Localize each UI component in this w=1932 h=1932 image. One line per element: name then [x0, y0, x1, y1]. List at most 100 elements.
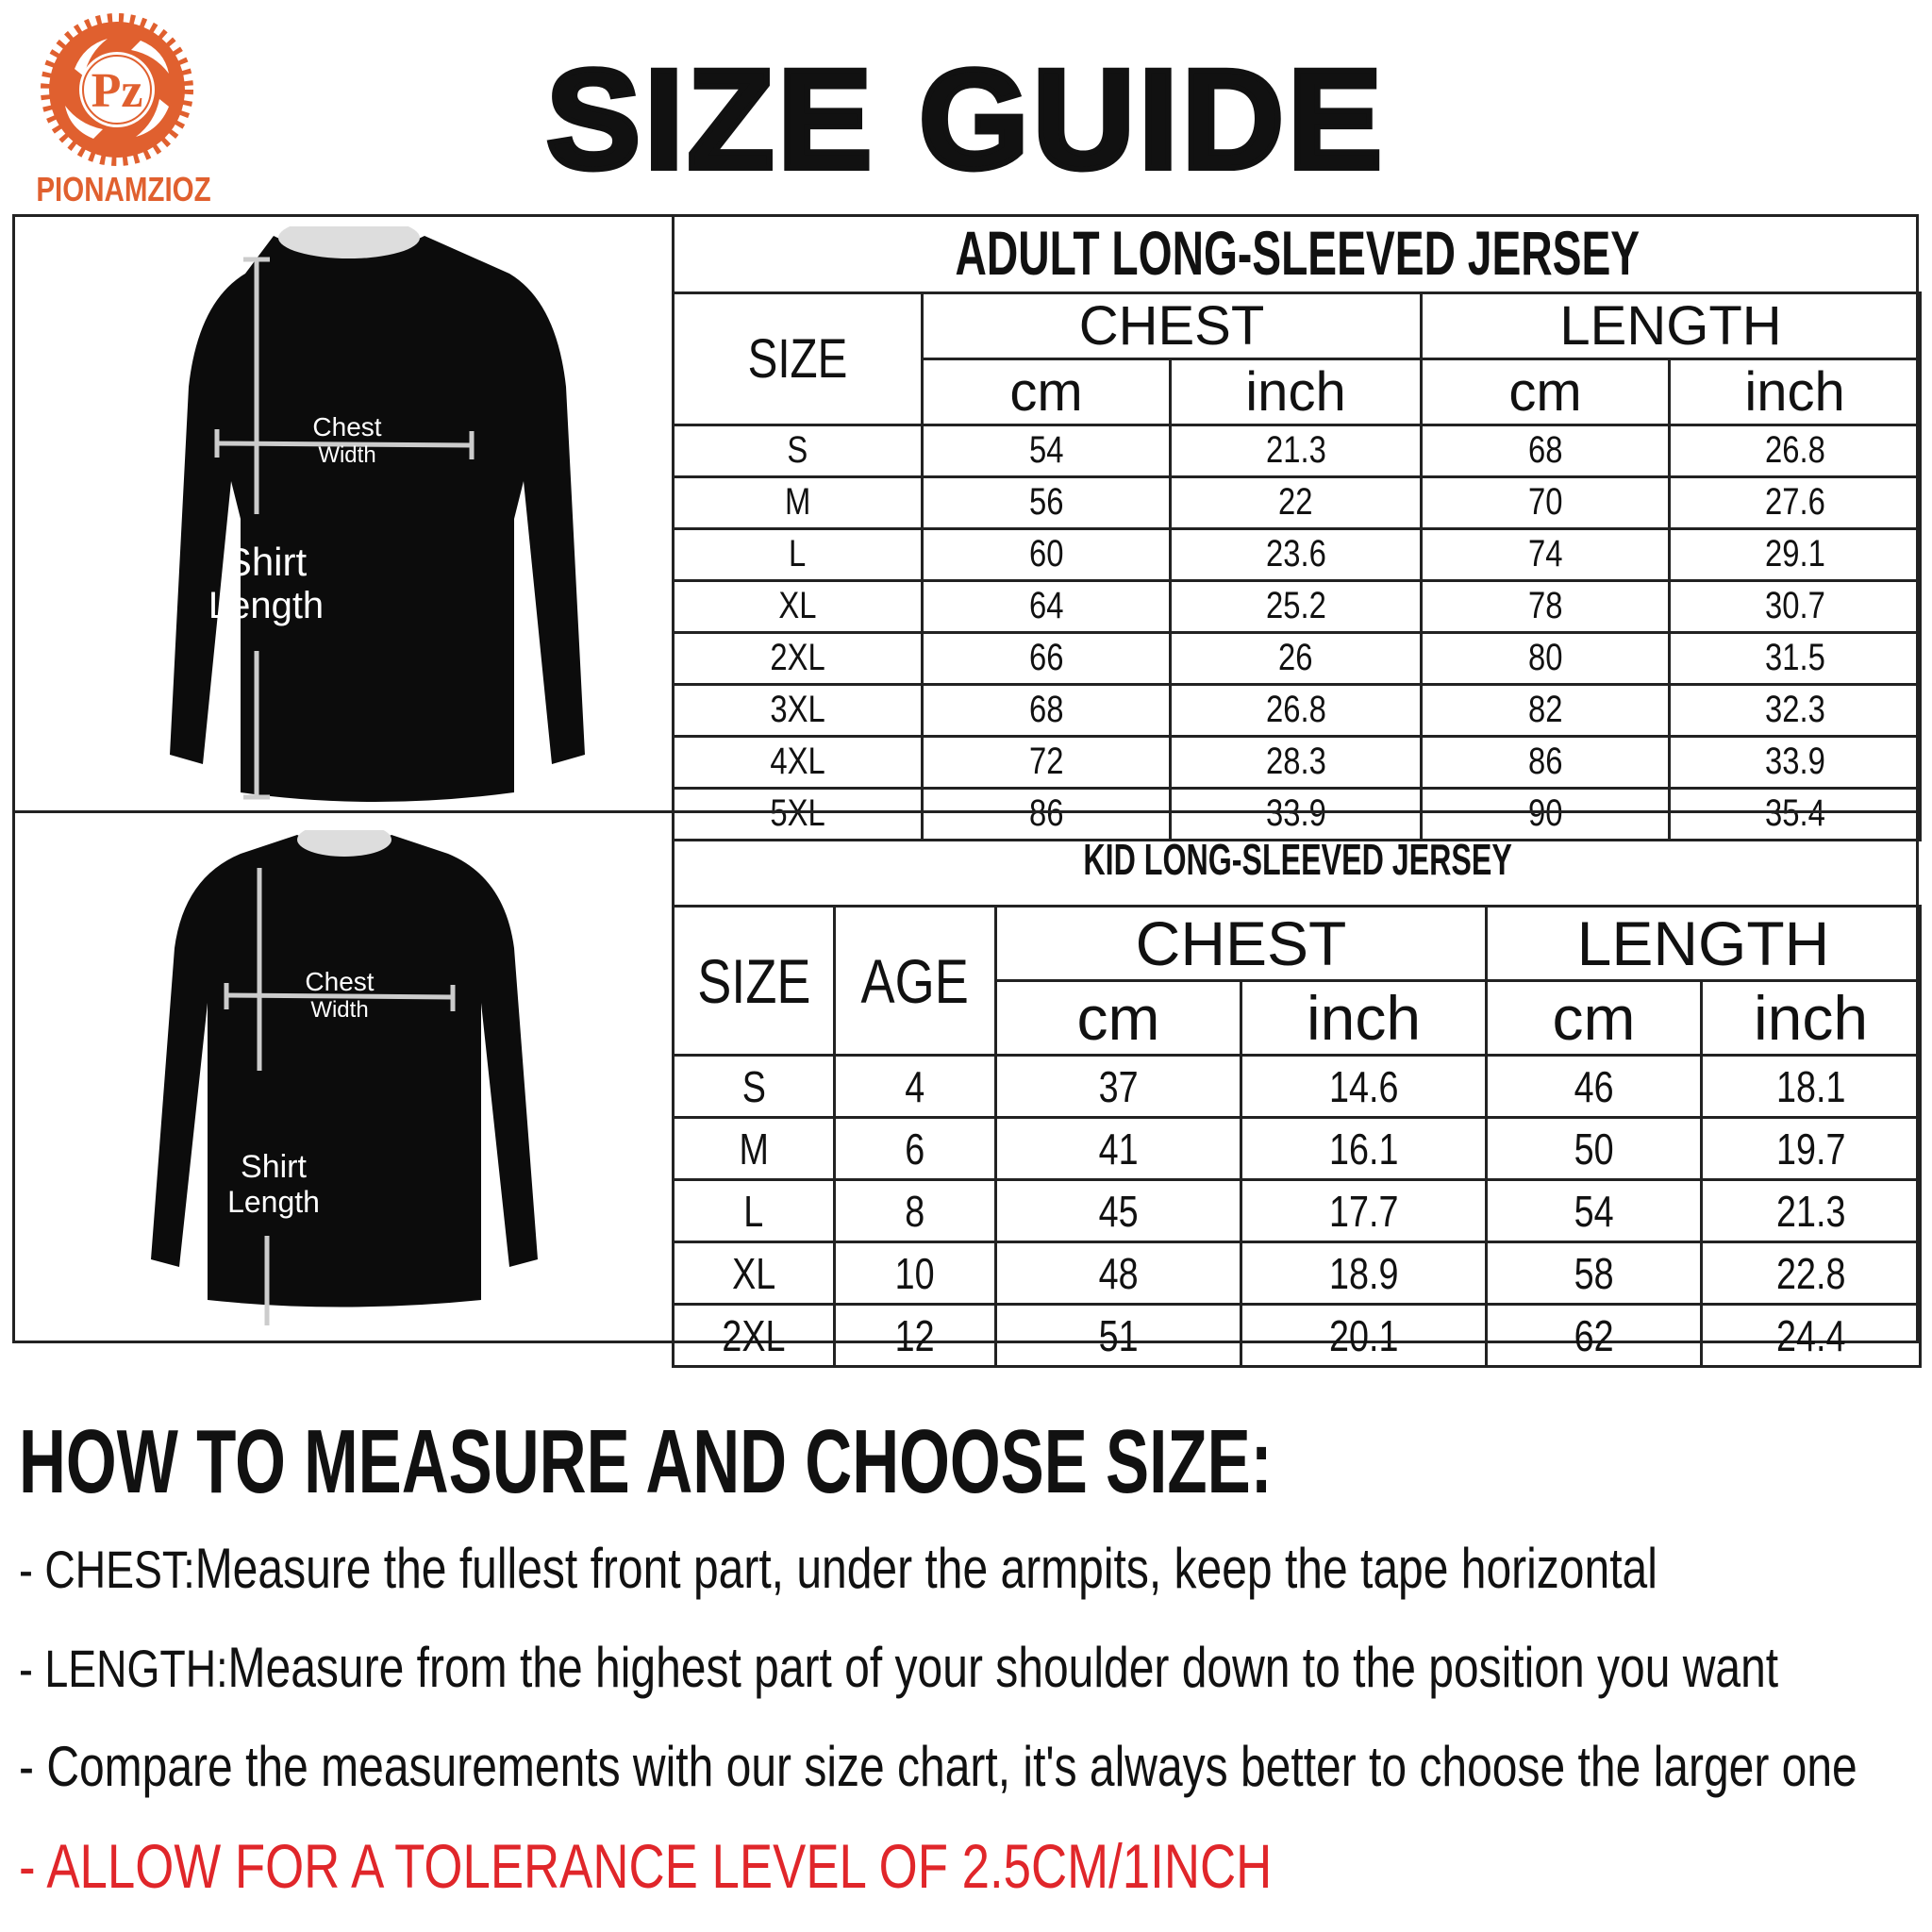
table-row: 3XL 68 26.8 82 32.3 — [672, 682, 1923, 738]
value-cell: 23.6 — [1169, 526, 1423, 582]
size-header: SIZE — [672, 905, 836, 1057]
cm-header: cm — [921, 357, 1172, 426]
value-cell: 64 — [921, 578, 1172, 634]
value-cell: 33.9 — [1667, 734, 1923, 790]
table-row: L 60 23.6 74 29.1 — [672, 526, 1923, 582]
width-label: Width — [318, 442, 375, 468]
length-header: LENGTH — [1419, 291, 1923, 360]
divider — [12, 810, 673, 813]
compare-instruction: - Compare the measurements with our size… — [19, 1735, 1857, 1798]
size-cell: 4XL — [672, 734, 924, 790]
size-cell: S — [672, 1054, 836, 1119]
size-cell: 3XL — [672, 682, 924, 738]
value-cell: 26.8 — [1169, 682, 1423, 738]
size-header: SIZE — [672, 291, 924, 426]
value-cell: 8 — [833, 1178, 997, 1243]
size-cell: L — [672, 526, 924, 582]
table-row: XL 64 25.2 78 30.7 — [672, 578, 1923, 634]
value-cell: 29.1 — [1667, 526, 1923, 582]
size-cell: 2XL — [672, 1303, 836, 1368]
chest-header: CHEST — [994, 905, 1488, 982]
value-cell: 82 — [1420, 682, 1671, 738]
value-cell: 68 — [1420, 423, 1671, 478]
value-cell: 41 — [994, 1116, 1242, 1181]
table-row: XL 10 48 18.9 58 22.8 — [672, 1241, 1923, 1306]
inch-header: inch — [1240, 979, 1488, 1057]
value-cell: 20.1 — [1240, 1303, 1488, 1368]
value-cell: 28.3 — [1169, 734, 1423, 790]
table-row: S 4 37 14.6 46 18.1 — [672, 1054, 1923, 1119]
chest-header: CHEST — [921, 291, 1423, 360]
value-cell: 12 — [833, 1303, 997, 1368]
value-cell: 6 — [833, 1116, 997, 1181]
value-cell: 18.1 — [1699, 1054, 1923, 1119]
inch-header: inch — [1169, 357, 1423, 426]
inch-header: inch — [1667, 357, 1923, 426]
value-cell: 24.4 — [1699, 1303, 1923, 1368]
width-label: Width — [310, 997, 368, 1023]
table-row: L 8 45 17.7 54 21.3 — [672, 1178, 1923, 1243]
value-cell: 48 — [994, 1241, 1242, 1306]
table-row: 4XL 72 28.3 86 33.9 — [672, 734, 1923, 790]
shirt-label: Shirt — [225, 540, 308, 584]
value-cell: 19.7 — [1699, 1116, 1923, 1181]
value-cell: 54 — [921, 423, 1172, 478]
adult-shirt-diagram: Chest Width Shirt Length — [104, 217, 594, 807]
value-cell: 17.7 — [1240, 1178, 1488, 1243]
inch-header: inch — [1699, 979, 1923, 1057]
value-cell: 26.8 — [1667, 423, 1923, 478]
value-cell: 72 — [921, 734, 1172, 790]
value-cell: 74 — [1420, 526, 1671, 582]
size-cell: S — [672, 423, 924, 478]
value-cell: 10 — [833, 1241, 997, 1306]
value-cell: 14.6 — [1240, 1054, 1488, 1119]
size-cell: XL — [672, 578, 924, 634]
value-cell: 21.3 — [1699, 1178, 1923, 1243]
chest-instruction: - CHEST:Measure the fullest front part, … — [19, 1537, 1657, 1600]
shirt-label: Shirt — [241, 1149, 307, 1185]
value-cell: 60 — [921, 526, 1172, 582]
value-cell: 21.3 — [1169, 423, 1423, 478]
table-row: S 54 21.3 68 26.8 — [672, 423, 1923, 478]
brand-logo: Pz — [37, 12, 197, 173]
value-cell: 86 — [1420, 734, 1671, 790]
cm-header: cm — [994, 979, 1242, 1057]
value-cell: 46 — [1485, 1054, 1703, 1119]
value-cell: 50 — [1485, 1116, 1703, 1181]
cm-header: cm — [1420, 357, 1671, 426]
length-instruction: - LENGTH:Measure from the highest part o… — [19, 1636, 1779, 1699]
table-row: M 6 41 16.1 50 19.7 — [672, 1116, 1923, 1181]
length-label: Length — [208, 585, 324, 626]
adult-size-table: ADULT LONG-SLEEVED JERSEY SIZE CHEST LEN… — [671, 214, 1923, 841]
value-cell: 68 — [921, 682, 1172, 738]
cm-header: cm — [1485, 979, 1703, 1057]
table-row: 2XL 66 26 80 31.5 — [672, 630, 1923, 686]
value-cell: 78 — [1420, 578, 1671, 634]
chest-label: Chest — [312, 412, 381, 441]
value-cell: 16.1 — [1240, 1116, 1488, 1181]
size-cell: 2XL — [672, 630, 924, 686]
kid-size-table: KID LONG-SLEEVED JERSEY SIZE AGE CHEST L… — [671, 810, 1923, 1368]
value-cell: 62 — [1485, 1303, 1703, 1368]
kid-table-title: KID LONG-SLEEVED JERSEY — [671, 810, 1921, 908]
table-row: 2XL 12 51 20.1 62 24.4 — [672, 1303, 1923, 1368]
value-cell: 54 — [1485, 1178, 1703, 1243]
kid-shirt-diagram: Chest Width Shirt Length — [127, 823, 571, 1335]
value-cell: 70 — [1420, 475, 1671, 530]
value-cell: 58 — [1485, 1241, 1703, 1306]
value-cell: 25.2 — [1169, 578, 1423, 634]
adult-table-title: ADULT LONG-SLEEVED JERSEY — [671, 214, 1921, 294]
value-cell: 51 — [994, 1303, 1242, 1368]
value-cell: 22.8 — [1699, 1241, 1923, 1306]
value-cell: 18.9 — [1240, 1241, 1488, 1306]
tolerance-note: - ALLOW FOR A TOLERANCE LEVEL OF 2.5CM/1… — [19, 1831, 1273, 1901]
value-cell: 30.7 — [1667, 578, 1923, 634]
value-cell: 22 — [1169, 475, 1423, 530]
table-row: M 56 22 70 27.6 — [672, 475, 1923, 530]
value-cell: 66 — [921, 630, 1172, 686]
value-cell: 4 — [833, 1054, 997, 1119]
value-cell: 27.6 — [1667, 475, 1923, 530]
value-cell: 32.3 — [1667, 682, 1923, 738]
value-cell: 31.5 — [1667, 630, 1923, 686]
value-cell: 26 — [1169, 630, 1423, 686]
